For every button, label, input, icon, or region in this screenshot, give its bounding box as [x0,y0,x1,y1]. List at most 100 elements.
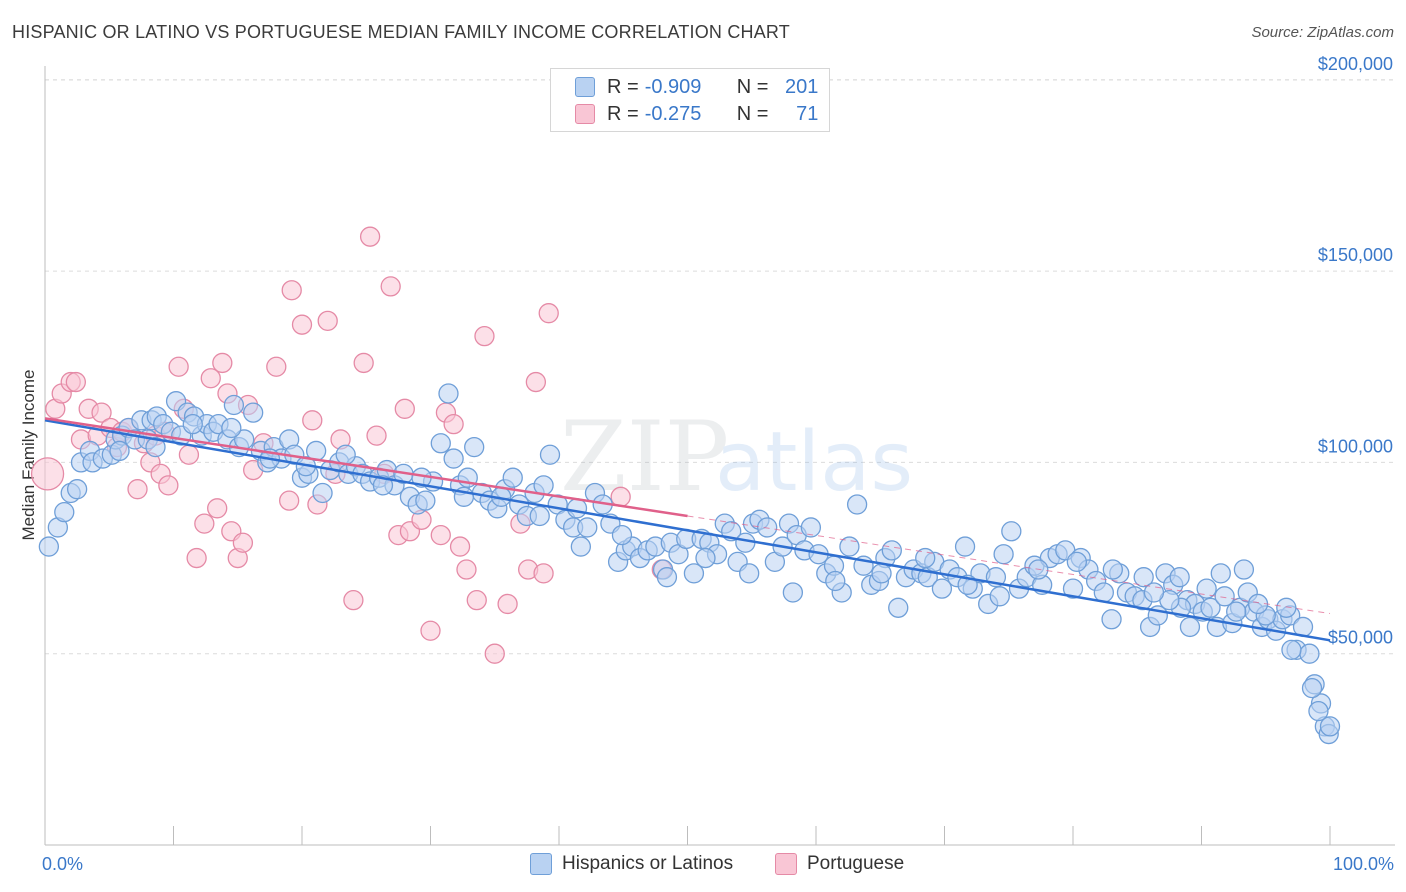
portuguese-point [30,457,65,491]
hispanic-point [1301,677,1323,699]
hispanic-point [221,417,242,439]
hispanic-point [243,402,264,423]
legend-r-label: R = [607,102,639,125]
hispanic-point [825,570,846,592]
bottom-legend-hispanic: Hispanics or Latinos [530,852,733,876]
portuguese-point [484,643,505,664]
hispanic-point [993,544,1014,565]
hispanic-point [611,524,633,546]
hispanic-point [1093,582,1114,603]
hispanic-point [1319,716,1341,737]
hispanic-point [735,532,756,553]
hispanic-point [1308,700,1329,722]
source-label: Source: ZipAtlas.com [1251,24,1394,41]
legend-n-label: N = [736,102,769,125]
hispanic-point [1169,567,1190,588]
portuguese-point [278,490,300,511]
hispanic-point [839,536,860,557]
hispanic-point [871,563,892,584]
legend-row-portuguese: R = -0.275 N = 71 [575,102,818,126]
portuguese-point [158,475,179,496]
hispanic-point [1226,601,1247,622]
portuguese-point [353,352,374,374]
trend-lines [44,417,1331,642]
hispanic-point [66,479,88,500]
y-tick-label: $150,000 [1318,245,1393,265]
hispanic-point [931,578,953,599]
portuguese-trend-line [44,417,688,518]
hispanic-point [1066,551,1088,573]
correlation-legend: R = -0.909 N = 201 R = -0.275 N = 71 [550,68,830,132]
hispanic-point [38,536,60,557]
portuguese-point [65,371,86,393]
y-axis-label: Median Family Income [19,369,38,540]
portuguese-point [466,589,487,611]
hispanic-point [54,501,75,523]
portuguese-point [200,368,221,389]
hispanic-point [570,536,591,557]
bottom-legend-swatch-hispanic [530,853,552,875]
y-tick-label: $200,000 [1318,54,1393,74]
hispanic-point [529,505,550,527]
hispanic-point [954,536,976,557]
portuguese-point [232,532,254,553]
portuguese-point [127,479,148,500]
hispanic-point [1001,521,1022,542]
portuguese-point [302,410,323,431]
portuguese-point [91,402,112,423]
hispanic-trend-line [44,419,1331,642]
hispanic-point [566,498,588,519]
bottom-legend-portuguese: Portuguese [775,852,904,876]
hispanic-point [1200,597,1221,618]
hispanic-point [502,467,523,488]
portuguese-points [30,226,672,664]
portuguese-point [359,226,381,247]
legend-n-label: N = [736,75,769,98]
portuguese-point [317,310,338,331]
hispanic-point [989,586,1010,607]
hispanic-point [1102,559,1123,580]
watermark-atlas: atlas [715,415,913,510]
portuguese-point [449,536,471,557]
hispanic-point [1101,609,1122,630]
hispanic-point [1276,597,1297,618]
hispanic-point [800,517,822,538]
portuguese-point [430,524,451,546]
hispanic-point [1133,567,1154,588]
hispanic-point [683,563,705,584]
hispanic-point [577,517,598,538]
watermark: ZIP atlas [560,401,913,513]
hispanic-point [312,482,333,504]
portuguese-point [533,563,554,584]
legend-n-value: 201 [785,75,819,98]
hispanic-point [438,383,459,404]
hispanic-point [1062,578,1084,599]
portuguese-point [420,620,441,641]
portuguese-point [538,303,559,324]
hispanic-point [182,413,203,435]
x-tick-right: 100.0% [1333,854,1394,874]
hispanic-point [335,444,356,465]
legend-swatch-hispanic [575,77,595,97]
portuguese-point [474,325,495,347]
hispanic-point [372,475,394,496]
legend-r-value: -0.909 [644,75,702,98]
chart-title: HISPANIC OR LATINO VS PORTUGUESE MEDIAN … [12,22,790,42]
y-tick-labels: $50,000 $100,000 $150,000 $200,000 [1318,54,1393,648]
x-tick-left: 0.0% [42,854,83,874]
portuguese-point [194,513,215,534]
portuguese-point [394,398,415,419]
hispanic-point [145,436,166,458]
portuguese-point [610,486,631,507]
hispanic-point [739,563,760,584]
portuguese-point [366,425,387,446]
portuguese-point [266,356,287,377]
hispanic-point [223,394,245,416]
portuguese-point [456,559,477,580]
axes [44,66,1395,846]
hispanic-point [1196,578,1217,599]
hispanic-point [1281,639,1302,661]
hispanic-point [443,448,464,469]
bottom-legend-label-portuguese: Portuguese [807,853,905,874]
y-tick-label: $100,000 [1318,436,1393,456]
